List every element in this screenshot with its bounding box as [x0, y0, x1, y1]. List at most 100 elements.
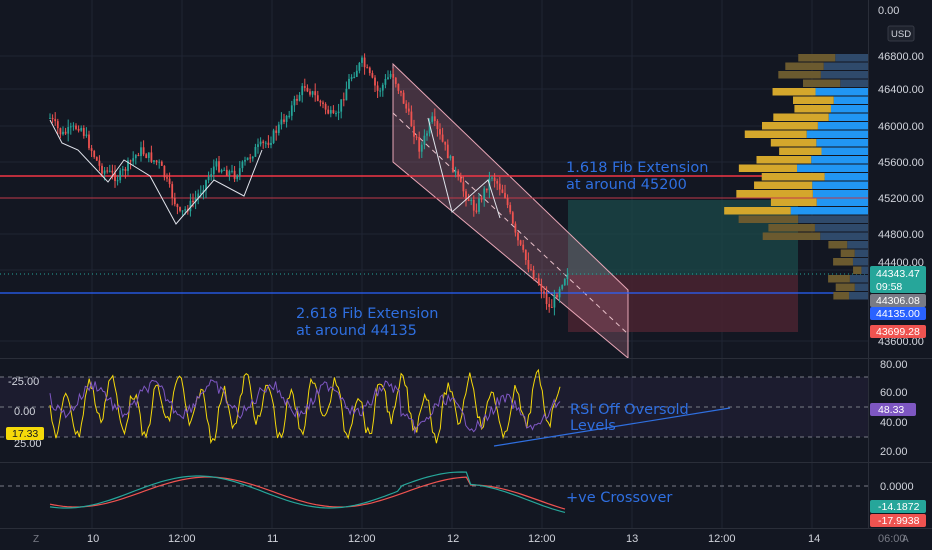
volume-profile-buy-bar: [840, 249, 855, 257]
fib-2618-annotation-line1[interactable]: 2.618 Fib Extension: [296, 306, 438, 322]
time-axis-label: 13: [626, 533, 638, 545]
volume-profile-sell-bar: [854, 249, 868, 257]
volume-profile-buy-bar: [756, 156, 812, 164]
fib-1618-annotation-line1[interactable]: 1.618 Fib Extension: [566, 160, 708, 176]
candle-body: [228, 171, 231, 176]
candle-body: [80, 128, 83, 131]
timezone-button[interactable]: Z: [33, 534, 39, 545]
stoch-value-tag: 17.33: [6, 427, 44, 440]
candle-body: [108, 170, 111, 172]
rsi-annotation-line1[interactable]: RSI Off Oversold: [570, 402, 689, 418]
candle-body: [59, 128, 62, 135]
macd-annotation[interactable]: +ve Crossover: [566, 490, 672, 506]
candle-body: [446, 144, 449, 159]
candle-body: [530, 269, 532, 271]
candle-body: [176, 204, 179, 208]
candle-body: [358, 62, 361, 71]
macd-line[interactable]: [49, 471, 566, 513]
volume-profile-sell-bar: [849, 275, 868, 283]
pattern-zigzag[interactable]: [49, 119, 263, 225]
candlestick-series[interactable]: [49, 53, 569, 316]
candle-body: [179, 207, 181, 211]
candle-body: [194, 198, 197, 202]
rsi-annotation-line2[interactable]: Levels: [570, 418, 616, 434]
price-axis-label: 45600.00: [878, 157, 924, 169]
volume-profile-sell-bar: [824, 173, 868, 181]
long-position-stop-zone[interactable]: [568, 275, 798, 332]
candle-body: [275, 130, 278, 133]
macd-signal-tag: -17.9938: [870, 514, 926, 527]
candle-body: [189, 200, 192, 212]
candle-body: [249, 157, 252, 159]
candle-body: [329, 110, 332, 114]
candle-body: [207, 176, 210, 181]
candle-body: [212, 166, 215, 175]
candle-body: [56, 121, 59, 129]
price-axis-label: 43600.00: [878, 336, 924, 348]
candle-body: [407, 108, 410, 112]
candle-body: [506, 197, 509, 206]
candle-body: [236, 175, 239, 179]
candle-body: [246, 157, 249, 161]
fib-2618-annotation-line2[interactable]: at around 44135: [296, 323, 417, 339]
time-axis-label: 12:00: [528, 533, 556, 545]
macd-pane[interactable]: +ve Crossover 0.0000 -14.1872 -17.9938: [0, 471, 926, 527]
candle-body: [465, 191, 467, 200]
candle-body: [155, 160, 158, 163]
volume-profile[interactable]: [724, 54, 868, 300]
candle-body: [556, 294, 558, 298]
stoch-axis-label: 25.00: [14, 438, 42, 450]
candle-body: [350, 77, 353, 79]
svg-text:44306.08: 44306.08: [876, 295, 920, 307]
candle-body: [223, 169, 226, 171]
stochastic-line[interactable]: [49, 368, 561, 445]
candle-body: [142, 147, 145, 155]
rsi-pane[interactable]: RSI Off Oversold Levels 80.00 60.00 40.0…: [0, 359, 916, 458]
svg-text:-14.1872: -14.1872: [878, 501, 920, 513]
candle-body: [439, 129, 441, 135]
svg-text:44343.47: 44343.47: [876, 268, 920, 280]
candle-body: [511, 212, 514, 224]
volume-profile-buy-bar: [736, 190, 813, 198]
candle-body: [283, 119, 285, 122]
candle-body: [137, 155, 140, 157]
candle-body: [371, 73, 374, 78]
candle-body: [431, 116, 434, 122]
price-axis[interactable]: 0.00 USD 46800.00 46400.00 46000.00 4560…: [878, 5, 924, 348]
candle-body: [444, 141, 447, 145]
candle-body: [314, 91, 317, 96]
pattern-zigzag-2[interactable]: [427, 117, 501, 219]
candle-body: [400, 90, 402, 93]
candle-body: [361, 57, 363, 63]
candle-body: [145, 154, 148, 158]
time-axis[interactable]: Z 10 12:00 11 12:00 12 12:00 13 12:00 14…: [33, 533, 909, 545]
macd-signal-line[interactable]: [49, 476, 566, 510]
fib-1618-annotation-line2[interactable]: at around 45200: [566, 177, 687, 193]
candle-body: [355, 70, 358, 77]
candle-body: [192, 200, 194, 202]
candle-body: [537, 278, 540, 285]
time-axis-label: 14: [808, 533, 820, 545]
candle-body: [527, 260, 530, 270]
volume-profile-sell-bar: [828, 113, 868, 121]
candle-body: [205, 180, 207, 191]
autoscale-button[interactable]: A: [902, 534, 909, 545]
candle-body: [210, 174, 213, 177]
rsi-line[interactable]: [49, 379, 561, 435]
rsi-trendline[interactable]: [493, 407, 731, 447]
volume-profile-buy-bar: [778, 71, 821, 79]
candle-body: [462, 182, 465, 192]
candle-body: [140, 147, 142, 156]
volume-profile-sell-bar: [797, 164, 868, 172]
candle-body: [472, 199, 475, 211]
candle-body: [459, 176, 462, 183]
volume-profile-sell-bar: [812, 181, 868, 189]
candle-body: [509, 205, 512, 213]
currency-button[interactable]: [887, 25, 915, 42]
macd-value-tag: -14.1872: [870, 500, 926, 513]
time-axis-label: 12:00: [348, 533, 376, 545]
pane-separators[interactable]: [0, 0, 932, 529]
volume-profile-buy-bar: [770, 198, 817, 206]
candle-body: [524, 249, 527, 261]
